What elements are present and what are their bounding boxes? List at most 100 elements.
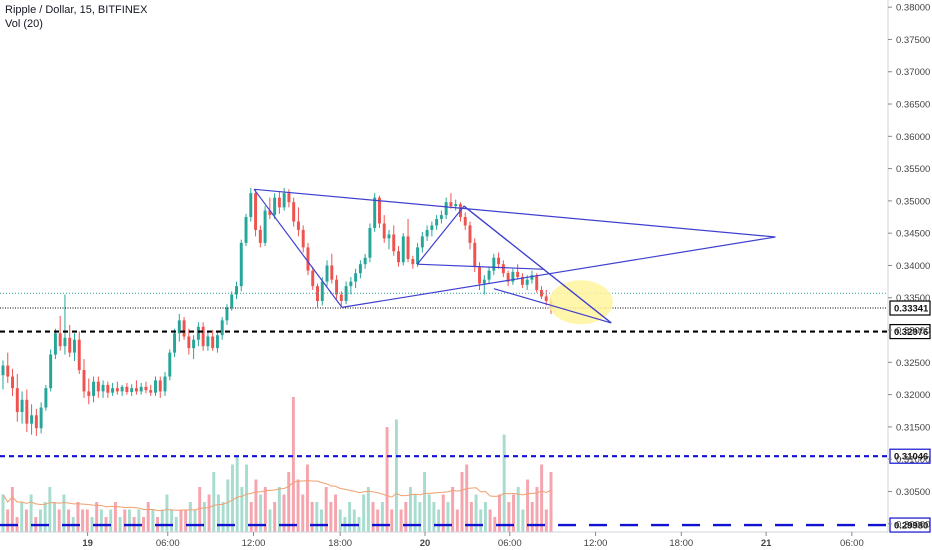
- pattern-line-flag-3: [493, 288, 612, 324]
- volume-bar: [451, 487, 455, 532]
- volume-bar: [273, 502, 277, 532]
- price-label-box: [889, 323, 931, 340]
- candle-body: [397, 251, 400, 263]
- volume-bar: [160, 509, 164, 532]
- candle-body: [225, 307, 229, 321]
- candle-body: [478, 266, 481, 284]
- pattern-line-triangle-1: [254, 188, 776, 308]
- candle-body: [425, 229, 429, 237]
- candle-body: [349, 281, 353, 287]
- volume-bar: [277, 487, 281, 532]
- candle-body: [377, 197, 381, 224]
- volume-bar: [437, 509, 441, 532]
- price-label-text: 0.33341: [894, 304, 929, 315]
- volume-bar: [62, 494, 66, 532]
- candle-body: [20, 399, 24, 413]
- candle-body: [416, 247, 420, 265]
- candle-body: [430, 225, 434, 230]
- volume-bar: [291, 397, 295, 532]
- volume-bar: [413, 494, 417, 532]
- candle-body: [106, 384, 110, 393]
- candle-body: [158, 380, 162, 392]
- x-tick-label: 18:00: [669, 538, 693, 549]
- candle-body: [468, 225, 472, 243]
- volume-bar: [455, 509, 459, 532]
- volume-bar: [202, 502, 206, 532]
- volume-bar: [310, 502, 314, 532]
- candle-body: [544, 296, 548, 301]
- volume-bar: [432, 502, 436, 532]
- pattern-line-flag-2: [417, 263, 545, 270]
- candle-body: [115, 388, 119, 392]
- volume-bar: [99, 509, 103, 532]
- volume-bar: [113, 502, 117, 532]
- candle-body: [187, 336, 191, 349]
- y-tick-label: 0.33000: [896, 326, 930, 337]
- candle-body: [196, 326, 200, 340]
- volume-bar: [263, 487, 267, 532]
- candle-body: [177, 320, 181, 334]
- candle-body: [411, 259, 415, 265]
- candle-body: [96, 381, 100, 392]
- volume-bar: [305, 464, 309, 532]
- volume-bar: [6, 509, 10, 532]
- candle-body: [144, 386, 148, 391]
- candle-body: [487, 270, 491, 280]
- candle-body: [420, 236, 424, 248]
- candle-body: [497, 257, 501, 265]
- x-tick-label: 19: [82, 538, 93, 549]
- candle-body: [444, 202, 448, 216]
- price-label-box: [889, 517, 931, 533]
- price-label-text: 0.29980: [894, 521, 928, 532]
- y-tick-label: 0.36000: [896, 132, 930, 143]
- candle-body: [134, 388, 138, 392]
- volume-bar: [24, 509, 28, 532]
- candle-body: [53, 333, 57, 355]
- y-tick-label: 0.37500: [896, 35, 930, 46]
- volume-bar: [142, 517, 145, 532]
- x-tick-label: 12:00: [584, 538, 608, 549]
- y-tick-label: 0.32500: [896, 358, 930, 369]
- candle-body: [11, 376, 15, 389]
- candle-body: [168, 352, 172, 377]
- candle-body: [235, 286, 238, 295]
- volume-bar: [315, 502, 319, 532]
- volume-bar: [493, 517, 497, 532]
- candle-body: [401, 236, 405, 263]
- candle-body: [354, 273, 358, 282]
- candle-body: [73, 339, 76, 353]
- candle-body: [449, 202, 453, 207]
- price-label-box: [889, 300, 931, 316]
- candle-body: [87, 391, 91, 396]
- candle-body: [44, 388, 48, 408]
- candle-body: [358, 264, 362, 274]
- candle-body: [154, 380, 157, 393]
- candle-body: [182, 320, 186, 337]
- volume-bar: [404, 502, 408, 532]
- candle-body: [249, 193, 253, 218]
- volume-bar: [390, 509, 394, 532]
- pattern-line-triangle-2: [253, 188, 343, 308]
- volume-bar: [352, 509, 356, 532]
- candle-body: [368, 228, 372, 258]
- candle-body: [539, 289, 543, 297]
- volume-bar: [216, 494, 220, 532]
- volume-bar: [497, 494, 501, 532]
- candle-body: [163, 376, 167, 392]
- x-tick-label: 18:00: [328, 538, 352, 549]
- volume-bar: [409, 487, 412, 532]
- pattern-annotations: [253, 188, 776, 325]
- candle-body: [215, 335, 219, 349]
- volume-bar: [488, 509, 492, 532]
- volume-bar: [507, 502, 511, 532]
- candle-body: [306, 247, 310, 271]
- candle-body: [263, 210, 267, 243]
- candle-body: [511, 271, 515, 282]
- volume-bar: [95, 502, 99, 532]
- candle-body: [316, 286, 319, 301]
- candle-body: [68, 337, 72, 353]
- candle-body: [344, 286, 348, 301]
- candle-body: [63, 337, 67, 347]
- candle-body: [258, 229, 262, 243]
